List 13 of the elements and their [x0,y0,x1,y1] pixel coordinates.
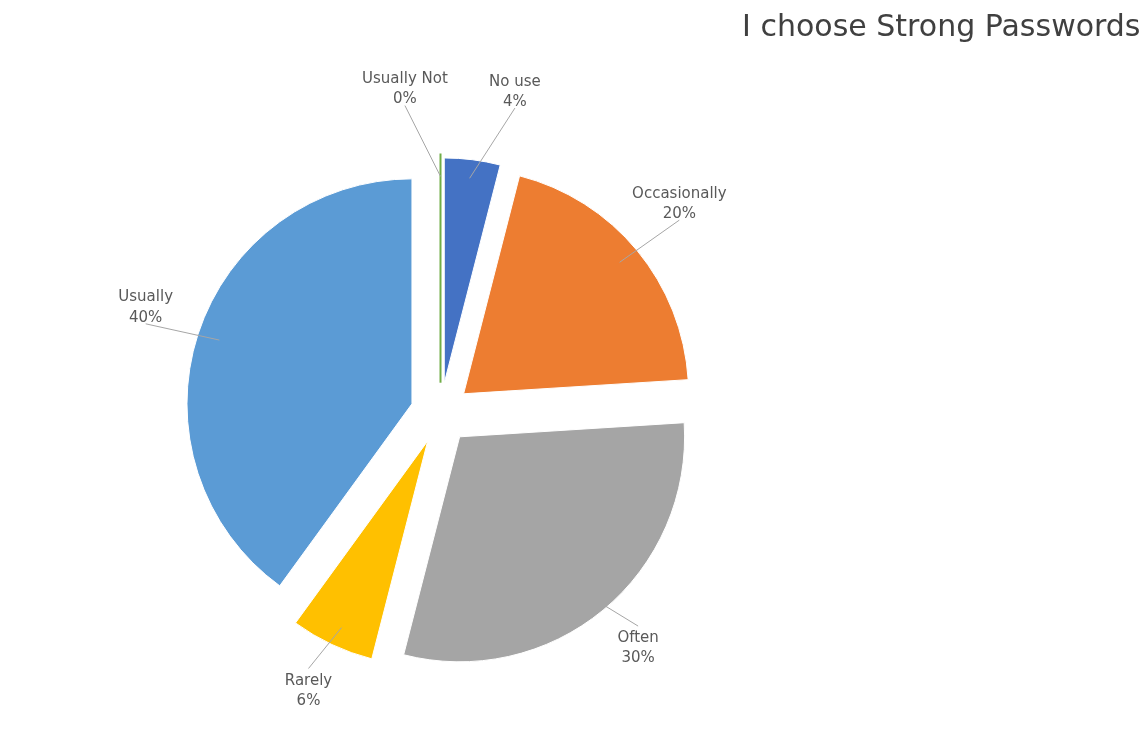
category-label: Usually Not [362,69,448,88]
data-label: 4% [503,91,527,110]
data-label: 6% [296,690,321,709]
text: 0% [393,89,417,108]
slice-label: Usually [118,287,174,306]
data-label: 30% [621,648,655,667]
slice-label: Rarely [284,670,333,689]
slice-label: Often [617,628,659,647]
text: I choose Strong Passwords [742,7,1140,43]
data-label: 40% [129,307,163,326]
data-label: 20% [662,203,697,222]
slice-label: Occasionally [632,183,727,202]
slice-label: No use [489,71,541,90]
